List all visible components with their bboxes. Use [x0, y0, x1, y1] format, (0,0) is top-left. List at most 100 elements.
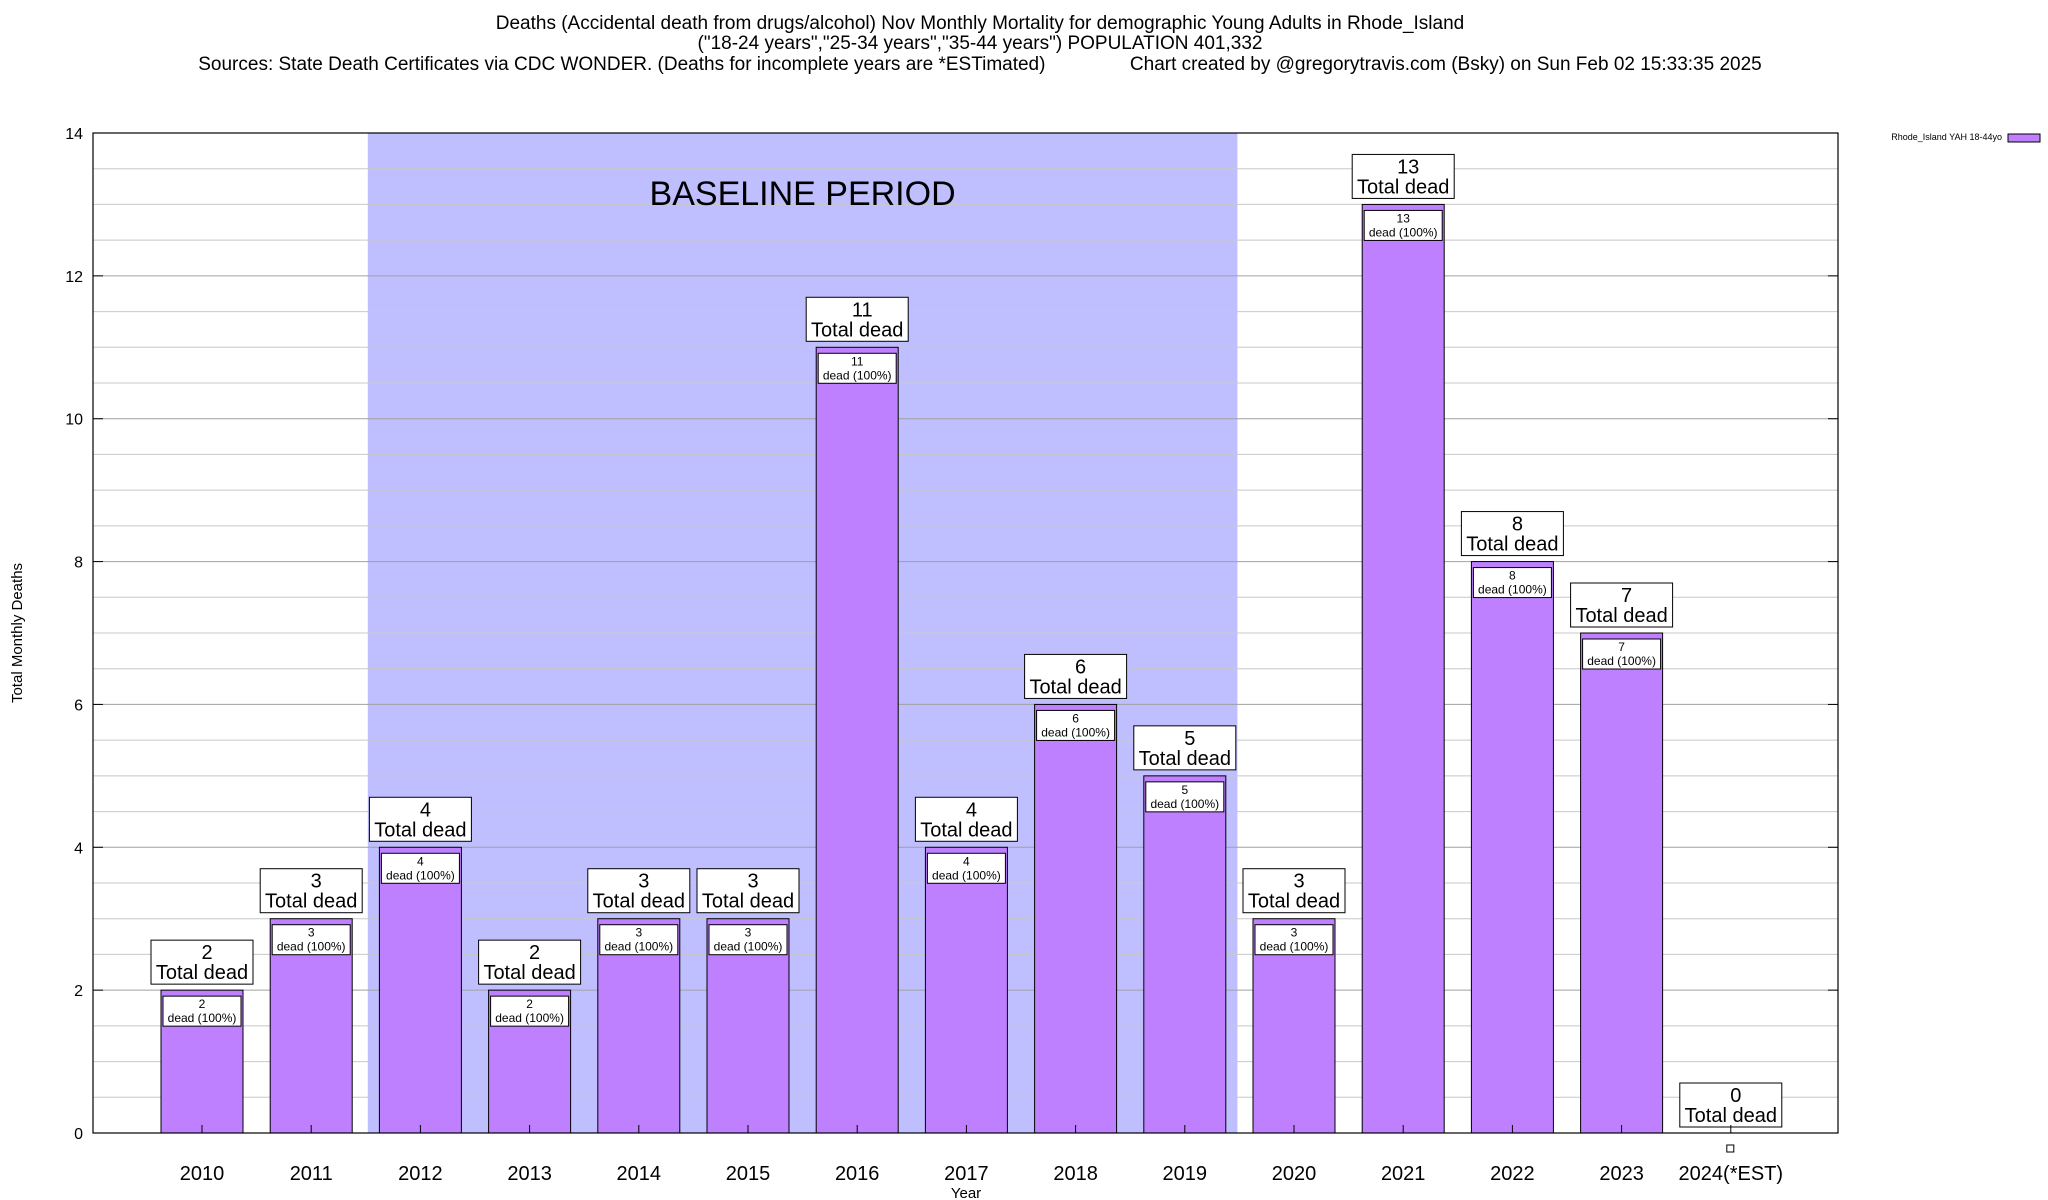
bar-inner-label-box: [271, 924, 351, 956]
bar: [378, 846, 462, 1134]
bar-inner-value-label: 3: [308, 926, 315, 940]
bar-inner-label-box: [1472, 567, 1552, 599]
bar-total-text-label: Total dead: [1685, 1105, 1777, 1127]
bar-inner-percent-label: dead (100%): [277, 940, 346, 954]
bar-total-text-label: Total dead: [374, 819, 466, 841]
y-tick-label: 6: [74, 697, 83, 714]
bar-total-label-box: [1024, 653, 1128, 699]
bar-total-value-label: 8: [1512, 514, 1523, 536]
bar-total-text-label: Total dead: [1466, 534, 1558, 556]
zero-marker: [1726, 1144, 1735, 1153]
chart-subtitle: ("18-24 years","25-34 years","35-44 year…: [697, 33, 1263, 54]
bar-inner-percent-label: dead (100%): [386, 868, 455, 882]
bar-total-text-label: Total dead: [1575, 605, 1667, 627]
y-axis-title: Total Monthly Deaths: [9, 563, 26, 703]
y-tick-label: 2: [74, 983, 83, 1000]
x-tick-label: 2023: [1599, 1163, 1644, 1185]
bar: [1143, 775, 1227, 1134]
bar-inner-value-label: 4: [963, 854, 970, 868]
bar-total-text-label: Total dead: [483, 962, 575, 984]
bar-inner-value-label: 4: [417, 854, 424, 868]
bar-inner-value-label: 2: [199, 997, 206, 1011]
bar-total-label-box: [259, 868, 363, 914]
bar-inner-percent-label: dead (100%): [1369, 225, 1438, 239]
x-tick-label: 2022: [1490, 1163, 1535, 1185]
x-tick-label: 2015: [726, 1163, 771, 1185]
plot-border: [92, 132, 1839, 1134]
legend-label: Rhode_Island YAH 18-44yo: [1891, 132, 2002, 142]
bar-total-value-label: 3: [747, 871, 758, 893]
bar-total-label-box: [1679, 1082, 1783, 1128]
bar-total-value-label: 3: [311, 871, 322, 893]
bar-inner-value-label: 5: [1181, 783, 1188, 797]
bar-inner-label-box: [380, 852, 460, 884]
bar-total-label-box: [1133, 725, 1237, 771]
bar-inner-percent-label: dead (100%): [823, 368, 892, 382]
bar-inner-label-box: [1363, 209, 1443, 241]
bar-inner-value-label: 11: [851, 354, 864, 368]
bar: [1580, 632, 1664, 1134]
y-tick-label: 0: [74, 1126, 83, 1143]
bar-total-label-box: [1570, 582, 1674, 628]
bar-total-text-label: Total dead: [1029, 676, 1121, 698]
bar-inner-percent-label: dead (100%): [714, 940, 783, 954]
bar-total-text-label: Total dead: [702, 891, 794, 913]
bar-inner-label-box: [926, 852, 1006, 884]
chart-source-line: Sources: State Death Certificates via CD…: [198, 54, 1762, 75]
bar-total-label-box: [587, 868, 691, 914]
x-tick-label: 2020: [1272, 1163, 1317, 1185]
bar-total-label-box: [805, 296, 909, 342]
bar-total-text-label: Total dead: [265, 891, 357, 913]
bar-total-label-box: [914, 796, 1018, 842]
bar: [924, 846, 1008, 1134]
bar-inner-percent-label: dead (100%): [168, 1011, 237, 1025]
x-tick-label: 2024(*EST): [1679, 1163, 1784, 1185]
bar-inner-label-box: [708, 924, 788, 956]
x-tick-label: 2021: [1381, 1163, 1426, 1185]
bar-inner-value-label: 3: [1291, 926, 1298, 940]
x-tick-label: 2010: [180, 1163, 225, 1185]
bar-inner-value-label: 13: [1397, 211, 1411, 225]
bar-total-text-label: Total dead: [1139, 748, 1231, 770]
bar-total-value-label: 4: [420, 799, 431, 821]
bar-total-label-box: [368, 796, 472, 842]
bar-inner-percent-label: dead (100%): [604, 940, 673, 954]
bar-total-text-label: Total dead: [156, 962, 248, 984]
bar-total-value-label: 2: [201, 942, 212, 964]
x-axis-title: Year: [951, 1185, 981, 1200]
bar-inner-value-label: 8: [1509, 569, 1516, 583]
bar-inner-percent-label: dead (100%): [1260, 940, 1329, 954]
bar-inner-label-box: [490, 995, 570, 1027]
y-tick-label: 8: [74, 555, 83, 572]
x-tick-label: 2017: [944, 1163, 989, 1185]
bar: [1034, 703, 1118, 1134]
x-tick-label: 2019: [1163, 1163, 1208, 1185]
x-tick-label: 2018: [1053, 1163, 1098, 1185]
bar-total-label-box: [696, 868, 800, 914]
bar-total-label-box: [150, 939, 254, 985]
bar-inner-percent-label: dead (100%): [1150, 797, 1219, 811]
bar-inner-label-box: [599, 924, 679, 956]
bar-inner-percent-label: dead (100%): [495, 1011, 564, 1025]
y-tick-label: 10: [65, 412, 83, 429]
y-tick-label: 14: [65, 126, 83, 143]
x-tick-label: 2016: [835, 1163, 880, 1185]
legend-swatch: [2007, 133, 2041, 143]
x-tick-label: 2011: [290, 1163, 333, 1185]
bar-inner-value-label: 3: [745, 926, 752, 940]
bar-total-value-label: 3: [638, 871, 649, 893]
bar-inner-label-box: [162, 995, 242, 1027]
bar-total-value-label: 7: [1621, 585, 1632, 607]
bar-total-value-label: 0: [1730, 1085, 1741, 1107]
bar-total-value-label: 5: [1184, 728, 1195, 750]
bar-total-value-label: 13: [1397, 156, 1419, 178]
bar-total-text-label: Total dead: [1248, 891, 1340, 913]
bar-inner-value-label: 7: [1618, 640, 1625, 654]
bar-inner-label-box: [1036, 709, 1116, 741]
bar-inner-value-label: 2: [526, 997, 533, 1011]
bar-total-value-label: 3: [1293, 871, 1304, 893]
y-tick-label: 4: [74, 840, 83, 857]
bar-total-value-label: 4: [966, 799, 977, 821]
bar-total-label-box: [1460, 511, 1564, 557]
